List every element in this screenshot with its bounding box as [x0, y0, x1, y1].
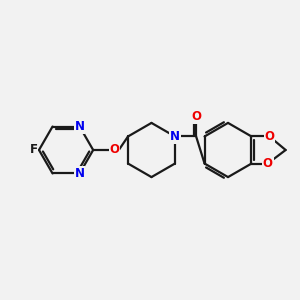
Text: N: N [170, 130, 180, 143]
Text: N: N [75, 120, 85, 133]
Text: O: O [110, 143, 119, 157]
Text: F: F [29, 143, 38, 157]
Text: O: O [263, 157, 273, 170]
Text: O: O [191, 110, 201, 123]
Text: O: O [264, 130, 274, 143]
Text: N: N [75, 167, 85, 180]
